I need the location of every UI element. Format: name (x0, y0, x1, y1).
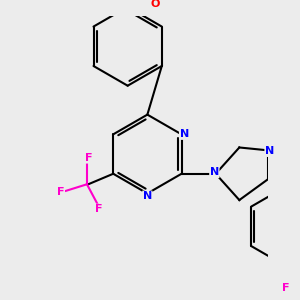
Text: F: F (85, 153, 92, 163)
Text: N: N (143, 191, 152, 201)
Text: F: F (282, 283, 289, 293)
Text: F: F (57, 187, 64, 197)
Text: F: F (95, 204, 103, 214)
Text: O: O (151, 0, 160, 9)
Text: N: N (265, 146, 274, 156)
Text: N: N (179, 129, 189, 139)
Text: N: N (210, 167, 219, 177)
